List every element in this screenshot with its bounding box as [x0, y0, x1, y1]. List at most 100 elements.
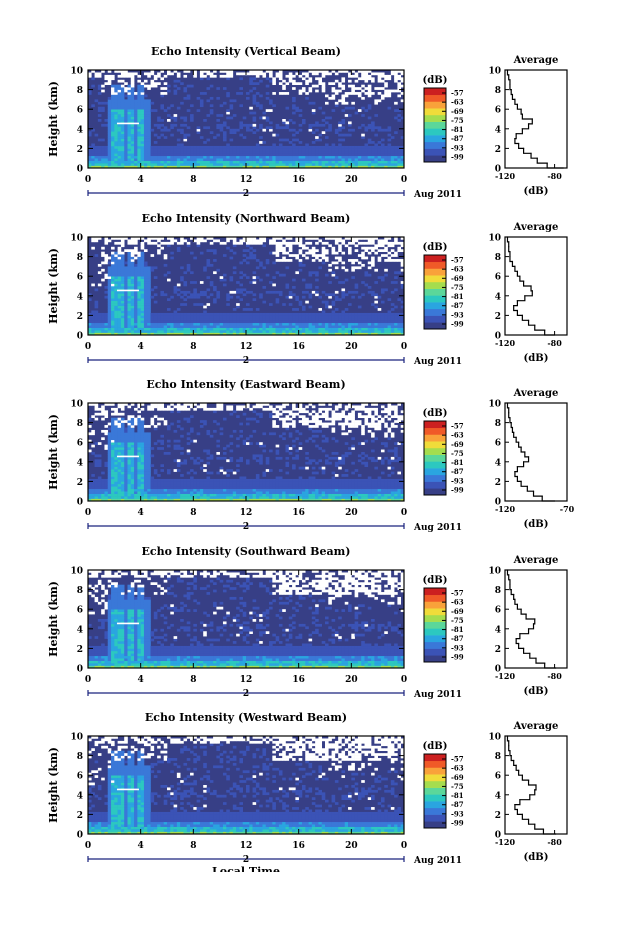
heatmap-cell — [134, 163, 138, 166]
heatmap-cell — [176, 498, 181, 502]
heatmap-cell — [367, 92, 372, 95]
heatmap-cell — [157, 312, 161, 316]
heatmap-cell — [157, 325, 161, 328]
heatmap-cell — [262, 155, 267, 159]
heatmap-cell — [173, 70, 178, 73]
heatmap-cell — [367, 290, 372, 294]
heatmap-cell — [199, 327, 204, 331]
heatmap-cell — [351, 237, 355, 240]
heatmap-cell — [377, 145, 382, 149]
heatmap-cell — [209, 104, 214, 108]
heatmap-cell — [88, 488, 92, 492]
heatmap-cell — [285, 145, 290, 149]
heatmap-cell — [193, 491, 197, 494]
heatmap-cell — [196, 432, 201, 436]
heatmap-cell — [259, 94, 263, 98]
heatmap-cell — [91, 325, 95, 328]
heatmap-cell — [318, 165, 323, 169]
heatmap-cell — [143, 131, 148, 134]
heatmap-cell — [209, 456, 214, 460]
heatmap-cell — [216, 163, 220, 166]
heatmap-cell — [167, 330, 171, 333]
heatmap-cell — [111, 84, 115, 88]
heatmap-cell — [120, 444, 125, 448]
heatmap-cell — [252, 150, 257, 154]
heatmap-cell — [206, 150, 211, 154]
heatmap-cell — [176, 128, 181, 132]
heatmap-cell — [325, 165, 329, 169]
heatmap-cell — [124, 276, 128, 279]
heatmap-cell — [272, 163, 276, 166]
heatmap-cell — [88, 327, 92, 331]
heatmap-cell — [377, 244, 382, 248]
heatmap-cell — [269, 241, 273, 245]
heatmap-cell — [94, 407, 99, 411]
heatmap-cell — [206, 126, 211, 130]
heatmap-cell — [206, 145, 211, 149]
heatmap-cell — [311, 259, 316, 262]
heatmap-cell — [94, 483, 99, 487]
heatmap-cell — [397, 259, 402, 262]
heatmap-cell — [400, 283, 405, 287]
heatmap-cell — [341, 148, 346, 152]
heatmap-cell — [137, 101, 141, 105]
heatmap-cell — [252, 70, 257, 73]
heatmap-cell — [130, 415, 135, 418]
heatmap-cell — [321, 72, 326, 76]
heatmap-cell — [140, 449, 145, 453]
heatmap-cell — [321, 74, 326, 78]
heatmap-cell — [127, 415, 132, 418]
heatmap-cell — [137, 434, 141, 438]
heatmap-cell — [206, 303, 211, 306]
heatmap-cell — [137, 425, 141, 428]
heatmap-cell — [107, 160, 112, 164]
heatmap-cell — [315, 128, 319, 132]
heatmap-cell — [124, 87, 128, 90]
heatmap-cell — [134, 158, 138, 161]
heatmap-cell — [196, 145, 201, 149]
heatmap-cell — [209, 471, 214, 475]
heatmap-cell — [357, 317, 362, 321]
heatmap-cell — [130, 437, 135, 441]
heatmap-cell — [120, 99, 125, 103]
heatmap-cell — [150, 79, 155, 83]
heatmap-cell — [107, 114, 112, 117]
heatmap-cell — [147, 298, 151, 301]
heatmap-cell — [124, 261, 128, 265]
heatmap-cell — [190, 491, 194, 494]
heatmap-cell — [124, 111, 128, 115]
heatmap-cell — [206, 471, 211, 475]
heatmap-cell — [216, 239, 220, 243]
heatmap-cell — [364, 92, 369, 95]
heatmap-cell — [153, 491, 158, 494]
heatmap-cell — [354, 327, 359, 331]
heatmap-cell — [374, 295, 378, 299]
heatmap-cell — [167, 244, 171, 248]
heatmap-cell — [130, 325, 135, 328]
heatmap-cell — [134, 268, 138, 272]
heatmap-cell — [371, 317, 375, 321]
heatmap-cell — [199, 165, 204, 169]
heatmap-cell — [124, 138, 128, 142]
heatmap-cell — [278, 77, 283, 81]
heatmap-cell — [160, 486, 165, 490]
heatmap-cell — [331, 325, 336, 328]
heatmap-cell — [127, 330, 132, 333]
heatmap-cell — [239, 298, 244, 301]
heatmap-cell — [157, 123, 161, 127]
heatmap-cell — [190, 84, 194, 88]
heatmap-cell — [117, 70, 122, 73]
heatmap-cell — [137, 444, 141, 448]
heatmap-cell — [292, 150, 296, 154]
heatmap-cell — [249, 315, 253, 319]
heatmap-cell — [137, 405, 141, 409]
heatmap-cell — [137, 268, 141, 272]
heatmap-cell — [130, 266, 135, 270]
heatmap-cell — [259, 70, 263, 73]
heatmap-cell — [107, 293, 112, 297]
heatmap-cell — [334, 128, 339, 132]
heatmap-cell — [124, 109, 128, 112]
heatmap-cell — [308, 163, 313, 166]
heatmap-cell — [91, 237, 95, 240]
heatmap-cell — [232, 244, 237, 248]
